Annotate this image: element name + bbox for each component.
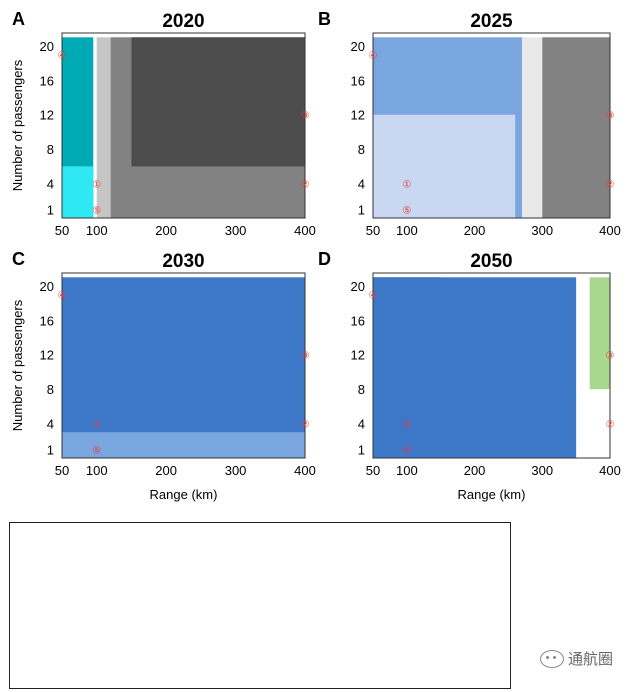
x-tick-label: 100 (396, 463, 418, 478)
marker-3: ③ (301, 351, 310, 362)
marker-2: ② (606, 420, 615, 431)
x-axis-label: Range (km) (458, 487, 526, 502)
panel-letter: C (12, 249, 25, 269)
x-tick-label: 400 (294, 463, 316, 478)
y-tick-label: 16 (40, 73, 54, 88)
panel-d: D 2050 50 100 200 300 400 1 4 8 12 16 20 ④ ① ⑤ ③ ② Range (… (318, 249, 621, 502)
y-tick-label: 8 (358, 382, 365, 397)
y-tick-label: 4 (358, 177, 365, 192)
x-tick-label: 300 (225, 223, 247, 238)
wechat-icon (540, 649, 564, 668)
x-tick-label: 50 (366, 463, 380, 478)
y-tick-label: 1 (358, 442, 365, 457)
y-tick-label: 1 (47, 442, 54, 457)
region-be-re-1 (62, 432, 305, 458)
x-tick-label: 300 (531, 463, 553, 478)
region-be-re-1 (373, 114, 516, 218)
y-tick-label: 12 (40, 348, 54, 363)
y-tick-label: 20 (351, 39, 365, 54)
x-tick-label: 100 (396, 223, 418, 238)
panel-title: 2030 (162, 251, 204, 272)
x-tick-label: 200 (155, 463, 177, 478)
x-tick-label: 200 (464, 223, 486, 238)
marker-1: ① (92, 420, 101, 431)
panel-a: A 2020 50 100 200 300 400 1 4 8 12 16 20 ④ ① ⑤ ③ ② Number … (10, 9, 316, 238)
region-be-re-0 (62, 277, 305, 458)
panel-letter: A (12, 9, 25, 29)
region-be-re-1 (373, 277, 577, 458)
watermark-text: 通航圈 (568, 651, 614, 668)
y-tick-label: 4 (47, 417, 54, 432)
panel-b: B 2025 50 100 200 300 400 1 4 8 12 16 20 ④ ① ⑤ ③ ② (318, 9, 621, 238)
y-tick-label: 8 (358, 142, 365, 157)
x-tick-label: 50 (366, 223, 380, 238)
marker-1: ① (402, 420, 411, 431)
panel-c: C 2030 50 100 200 300 400 1 4 8 12 16 20 ④ ① ⑤ ③ ② Number … (10, 249, 316, 502)
legend-box (9, 522, 511, 689)
y-axis-label: Number of passengers (10, 299, 25, 431)
marker-4: ④ (58, 291, 67, 302)
panel-letter: D (318, 249, 331, 269)
region-be-fe-1 (62, 166, 94, 218)
y-tick-label: 1 (47, 202, 54, 217)
y-tick-label: 16 (351, 73, 365, 88)
y-tick-label: 12 (40, 108, 54, 123)
plot-frame (372, 272, 611, 459)
panel-letter: B (318, 9, 331, 29)
marker-4: ④ (58, 51, 67, 62)
marker-2: ② (606, 180, 615, 191)
marker-2: ② (301, 180, 310, 191)
y-tick-label: 12 (351, 108, 365, 123)
plot-frame (372, 32, 611, 219)
region-ice-fe-2 (521, 37, 543, 219)
y-tick-label: 20 (351, 279, 365, 294)
y-tick-label: 16 (351, 313, 365, 328)
y-tick-label: 8 (47, 142, 54, 157)
plot-frame (61, 272, 306, 459)
y-tick-label: 16 (40, 313, 54, 328)
x-tick-label: 200 (155, 223, 177, 238)
x-tick-label: 400 (599, 463, 621, 478)
y-tick-label: 4 (47, 177, 54, 192)
x-tick-label: 200 (464, 463, 486, 478)
marker-5: ⑤ (402, 205, 411, 216)
marker-1: ① (402, 180, 411, 191)
region-fc-re-2 (589, 277, 610, 390)
x-tick-label: 300 (531, 223, 553, 238)
x-tick-label: 50 (55, 463, 69, 478)
x-tick-label: 50 (55, 223, 69, 238)
panel-title: 2025 (470, 11, 513, 32)
y-tick-label: 20 (40, 39, 54, 54)
panel-title: 2020 (162, 11, 204, 32)
watermark: 通航圈 (540, 648, 613, 669)
y-tick-label: 8 (47, 382, 54, 397)
x-tick-label: 400 (294, 223, 316, 238)
region-ice-fe-2 (96, 37, 111, 219)
region-ice-fe-4 (131, 37, 305, 167)
x-tick-label: 400 (599, 223, 621, 238)
region-ice-fe-3 (542, 37, 610, 219)
marker-5: ⑤ (402, 445, 411, 456)
marker-5: ⑤ (92, 445, 101, 456)
marker-4: ④ (369, 51, 378, 62)
y-tick-label: 4 (358, 417, 365, 432)
y-tick-label: 20 (40, 279, 54, 294)
x-tick-label: 100 (86, 223, 108, 238)
marker-5: ⑤ (92, 205, 101, 216)
marker-3: ③ (606, 351, 615, 362)
plot-frame (61, 32, 306, 219)
marker-1: ① (92, 180, 101, 191)
x-tick-label: 100 (86, 463, 108, 478)
x-axis-label: Range (km) (150, 487, 218, 502)
marker-3: ③ (301, 111, 310, 122)
marker-2: ② (301, 420, 310, 431)
y-tick-label: 12 (351, 348, 365, 363)
marker-3: ③ (606, 111, 615, 122)
marker-4: ④ (369, 291, 378, 302)
x-tick-label: 300 (225, 463, 247, 478)
panel-title: 2050 (470, 251, 512, 272)
y-tick-label: 1 (358, 202, 365, 217)
y-axis-label: Number of passengers (10, 59, 25, 191)
